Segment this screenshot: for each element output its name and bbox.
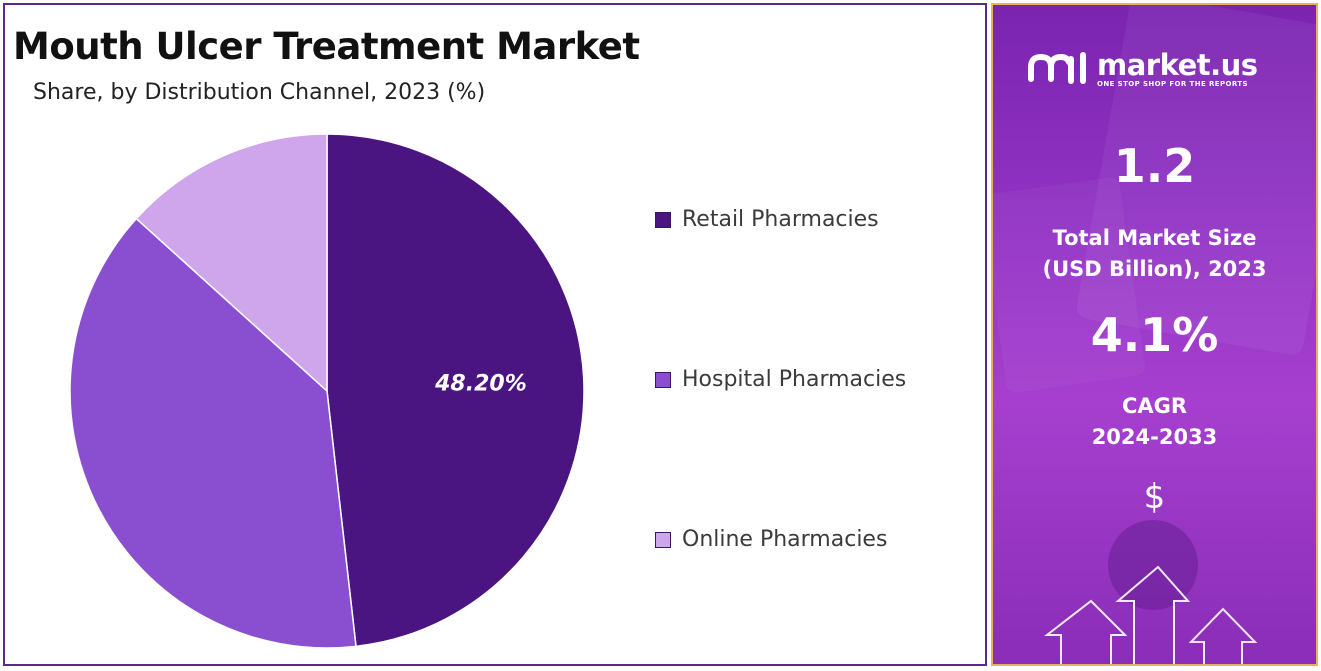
cagr-label: CAGR [1121, 394, 1188, 418]
growth-arrows-icon [1044, 565, 1258, 664]
legend-item-retail-pharmacies: Retail Pharmacies [655, 207, 975, 232]
brand-tagline: ONE STOP SHOP FOR THE REPORTS [1097, 80, 1248, 88]
pie-slice-retail-pharmacies [326, 133, 585, 648]
brand-logo: market.us ONE STOP SHOP FOR THE REPORTS [1027, 49, 1258, 89]
pie-slice-hospital-pharmacies [69, 217, 357, 649]
legend-item-hospital-pharmacies: Hospital Pharmacies [655, 367, 975, 392]
cagr-value: 4.1% [1090, 308, 1219, 362]
legend-label: Hospital Pharmacies [682, 367, 907, 392]
brand-name: market.us [1097, 48, 1258, 82]
legend-label: Online Pharmacies [682, 527, 888, 552]
chart-subtitle: Share, by Distribution Channel, 2023 (%) [33, 80, 486, 105]
legend-swatch [655, 211, 671, 228]
summary-panel: market.us ONE STOP SHOP FOR THE REPORTS … [991, 3, 1318, 666]
legend-swatch [655, 531, 671, 548]
market-size-value: 1.2 [1113, 139, 1196, 193]
dollar-icon: $ [1143, 477, 1166, 517]
legend-label: Retail Pharmacies [682, 207, 879, 232]
market-us-logo-icon [1028, 52, 1086, 84]
chart-title: Mouth Ulcer Treatment Market [13, 25, 640, 68]
legend-swatch [655, 371, 671, 388]
pie-chart: 48.20% [69, 133, 585, 649]
market-size-label-line1: Total Market Size [1052, 226, 1257, 250]
pie-slice-online-pharmacies [135, 133, 328, 393]
chart-panel: Mouth Ulcer Treatment Market Share, by D… [3, 3, 987, 666]
market-size-label-line2: (USD Billion), 2023 [1042, 257, 1267, 281]
cagr-period: 2024-2033 [1091, 425, 1218, 449]
legend-item-online-pharmacies: Online Pharmacies [655, 527, 975, 552]
data-label-retail-pharmacies: 48.20% [434, 371, 527, 396]
background-decoration [993, 5, 1316, 664]
